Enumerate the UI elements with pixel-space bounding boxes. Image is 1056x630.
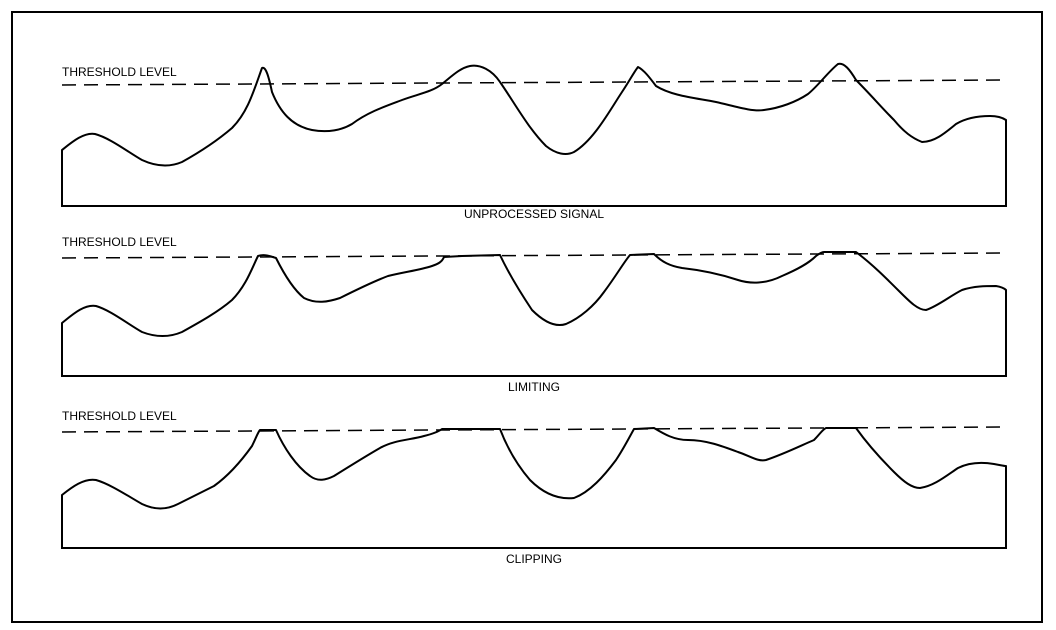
panel-clipping: THRESHOLD LEVEL CLIPPING (61, 409, 1007, 566)
threshold-line (61, 426, 1007, 433)
panel-caption: LIMITING (508, 380, 560, 394)
clipping-waveform (61, 427, 1007, 510)
threshold-label: THRESHOLD LEVEL (62, 65, 177, 79)
limiting-waveform (61, 251, 1007, 338)
unprocessed-waveform (61, 62, 1007, 167)
baseline-frame (61, 120, 1007, 207)
panel-limiting: THRESHOLD LEVEL LIMITING (61, 235, 1007, 394)
threshold-line (61, 79, 1007, 86)
threshold-label: THRESHOLD LEVEL (62, 235, 177, 249)
baseline-frame (61, 466, 1007, 549)
figure-border (11, 11, 1043, 623)
threshold-label: THRESHOLD LEVEL (62, 409, 177, 423)
panel-caption: CLIPPING (506, 552, 562, 566)
panel-caption: UNPROCESSED SIGNAL (464, 207, 604, 221)
threshold-line (61, 252, 1007, 259)
panel-unprocessed: THRESHOLD LEVEL UNPROCESSED SIGNAL (61, 62, 1007, 221)
baseline-frame (61, 290, 1007, 377)
